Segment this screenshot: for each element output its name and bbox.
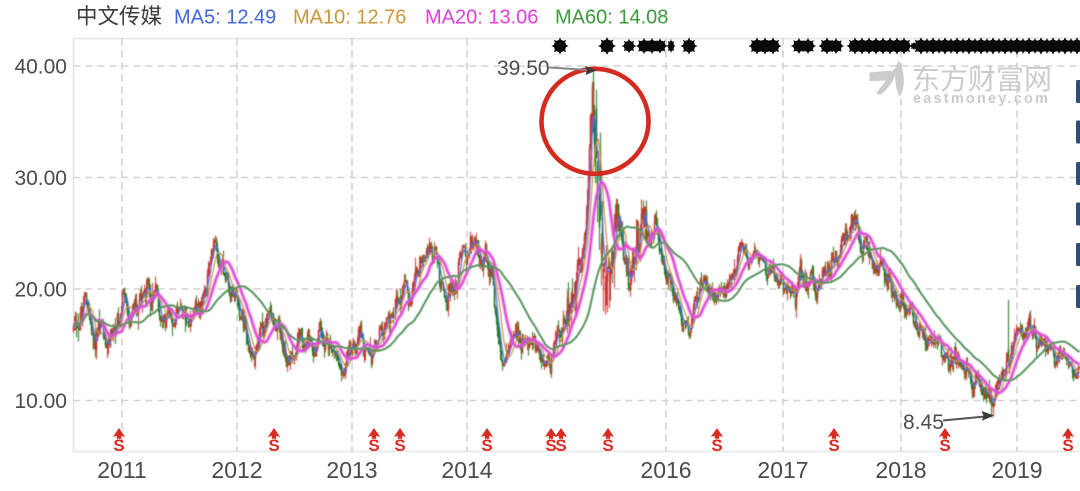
svg-text:8.45: 8.45: [903, 411, 944, 434]
svg-text:2017: 2017: [757, 457, 808, 483]
svg-text:S: S: [268, 436, 279, 455]
svg-text:30.00: 30.00: [14, 167, 67, 190]
svg-text:S: S: [545, 436, 556, 455]
svg-text:S: S: [368, 436, 379, 455]
svg-text:S: S: [113, 436, 124, 455]
svg-text:S: S: [939, 436, 950, 455]
svg-text:2018: 2018: [875, 457, 926, 483]
svg-text:MA60: 14.08: MA60: 14.08: [555, 7, 668, 29]
svg-text:S: S: [481, 436, 492, 455]
svg-text:2016: 2016: [640, 457, 691, 483]
svg-text:中文传媒: 中文传媒: [76, 5, 162, 29]
svg-text:2014: 2014: [441, 457, 492, 483]
svg-text:2013: 2013: [326, 457, 377, 483]
svg-text:S: S: [711, 436, 722, 455]
svg-text:东方财富网: 东方财富网: [912, 64, 1052, 95]
svg-text:S: S: [828, 436, 839, 455]
svg-text:MA10: 12.76: MA10: 12.76: [293, 7, 406, 29]
svg-text:S: S: [1062, 436, 1073, 455]
svg-text:39.50: 39.50: [497, 57, 550, 80]
svg-text:20.00: 20.00: [14, 279, 67, 302]
svg-text:2019: 2019: [991, 457, 1042, 483]
svg-text:40.00: 40.00: [14, 56, 67, 79]
svg-text:MA20: 13.06: MA20: 13.06: [425, 7, 538, 29]
svg-text:MA5: 12.49: MA5: 12.49: [174, 7, 276, 29]
svg-text:S: S: [602, 436, 613, 455]
svg-text:S: S: [555, 436, 566, 455]
svg-text:10.00: 10.00: [14, 390, 67, 413]
svg-text:2011: 2011: [97, 457, 146, 483]
svg-text:2012: 2012: [211, 457, 262, 483]
svg-text:eastmoney.com: eastmoney.com: [913, 91, 1050, 107]
svg-text:S: S: [394, 436, 405, 455]
